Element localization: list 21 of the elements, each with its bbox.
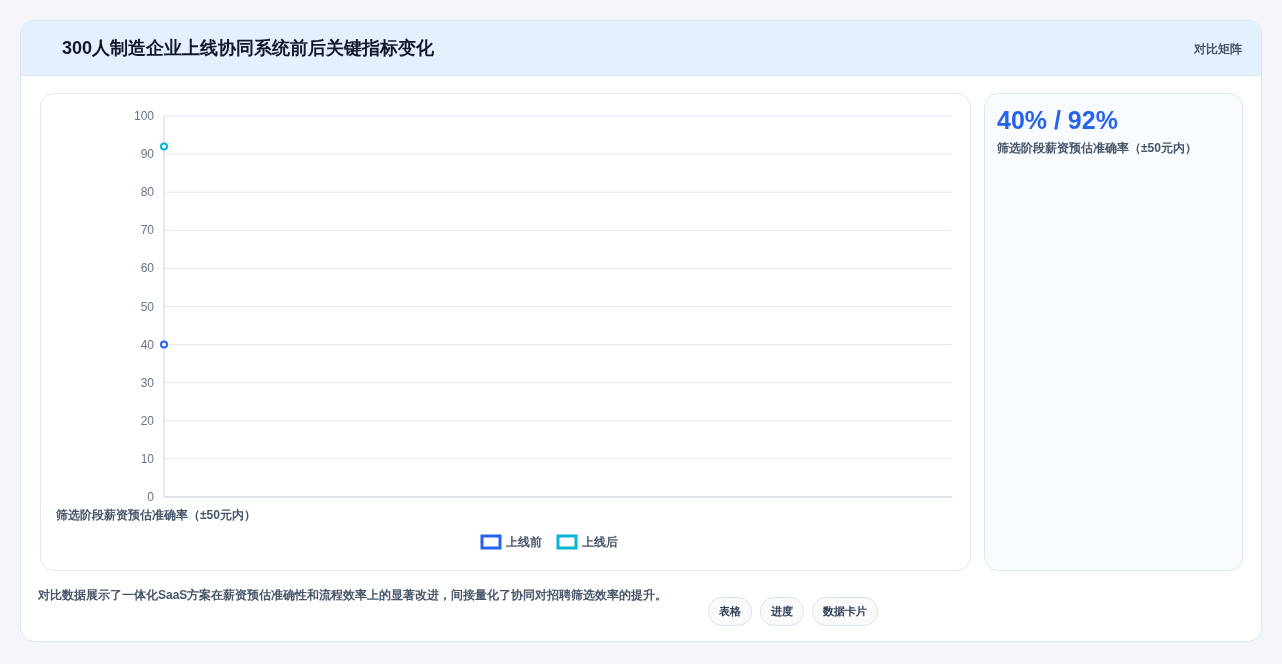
text: 数据卡片 <box>812 597 878 626</box>
legend-label: 上线前 <box>505 535 542 549</box>
y-tick-label: 10 <box>140 451 155 466</box>
y-tick-label: 40 <box>140 337 155 352</box>
y-tick-label: 60 <box>140 261 155 276</box>
y-tick-label: 50 <box>140 299 155 314</box>
text: 表格 <box>708 597 752 626</box>
y-tick-label: 100 <box>133 109 155 123</box>
text: 40% / 92% <box>997 106 1118 135</box>
y-tick-label: 70 <box>140 223 155 238</box>
y-tick-label: 90 <box>140 147 155 162</box>
text: 进度 <box>760 597 804 626</box>
y-tick-label: 80 <box>140 185 155 200</box>
text: 对比数据展示了一体化SaaS方案在薪资预估准确性和流程效率上的显著改进，间接量化了协同对招聘筛选效率的提升。 <box>38 587 669 604</box>
text: 300人制造企业上线协同系统前后关键指标变化 <box>62 37 435 60</box>
y-tick-label: 20 <box>140 413 155 428</box>
text: 对比矩阵 <box>1194 41 1242 58</box>
y-tick-label: 0 <box>147 490 155 504</box>
text: 筛选阶段薪资预估准确率（±50元内） <box>997 140 1198 157</box>
legend-label: 上线后 <box>581 535 618 549</box>
y-tick-label: 30 <box>140 375 155 390</box>
